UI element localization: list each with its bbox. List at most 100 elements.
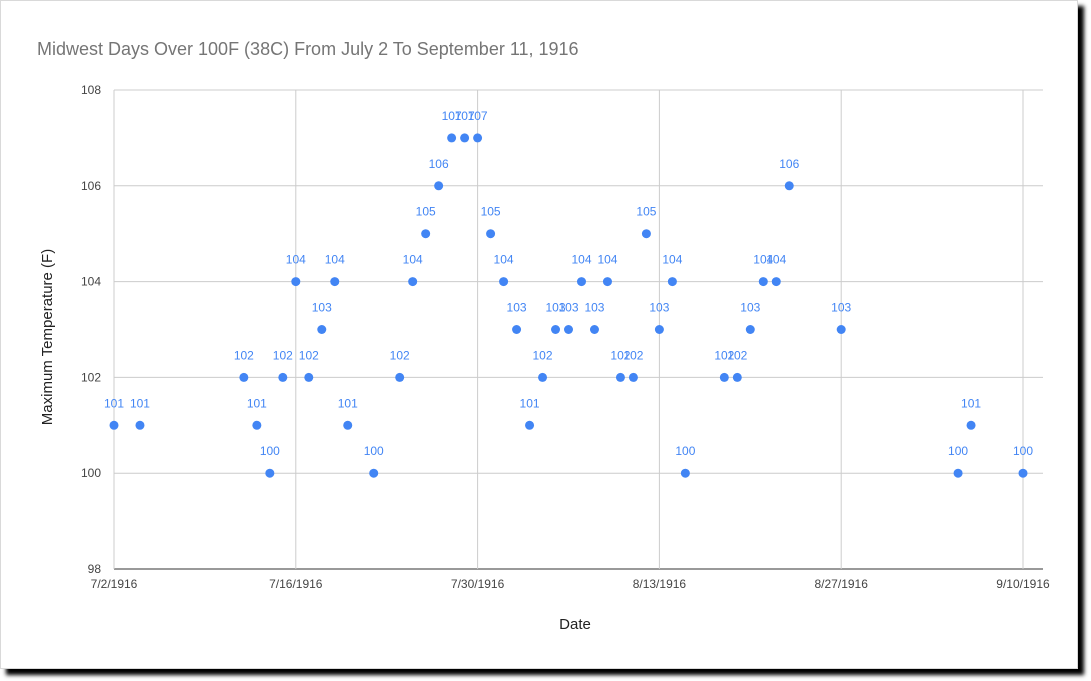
data-label: 106 (429, 157, 449, 171)
chart-card: Midwest Days Over 100F (38C) From July 2… (0, 0, 1078, 669)
data-label: 104 (286, 253, 306, 267)
data-label: 103 (584, 301, 604, 315)
data-point (667, 277, 677, 287)
data-label: 103 (312, 301, 332, 315)
data-point (330, 277, 340, 287)
data-label: 104 (597, 253, 617, 267)
y-tick-label: 100 (81, 466, 101, 480)
data-label: 105 (416, 205, 436, 219)
data-label: 104 (325, 253, 345, 267)
data-point (343, 420, 353, 430)
data-label: 102 (533, 348, 553, 362)
y-tick-label: 108 (81, 83, 101, 97)
data-point (538, 372, 548, 382)
data-label: 103 (545, 301, 565, 315)
data-label: 106 (779, 157, 799, 171)
data-point (1018, 468, 1028, 478)
data-label: 103 (740, 301, 760, 315)
x-axis-ticks: 7/2/1916 7/16/1916 7/30/1916 8/13/1916 8/27/… (91, 577, 1050, 591)
data-point (641, 229, 651, 239)
data-point (109, 420, 119, 430)
y-axis-ticks: 98 100 102 104 106 108 (81, 83, 101, 576)
data-point (434, 181, 444, 191)
data-label: 104 (662, 253, 682, 267)
data-label: 103 (507, 301, 527, 315)
data-point (836, 325, 846, 334)
data-label: 100 (948, 444, 968, 458)
data-point (369, 468, 379, 478)
x-tick-label: 8/13/1916 (633, 577, 687, 591)
data-points (109, 133, 1028, 478)
data-point (252, 420, 262, 430)
y-axis-title: Maximum Temperature (F) (39, 249, 56, 425)
data-label: 104 (766, 253, 786, 267)
data-point (525, 420, 535, 430)
x-tick-label: 7/2/1916 (91, 577, 138, 591)
data-label: 102 (623, 348, 643, 362)
y-tick-label: 98 (88, 562, 102, 576)
x-tick-label: 9/10/1916 (996, 577, 1050, 591)
y-tick-label: 104 (81, 275, 101, 289)
data-label: 103 (831, 301, 851, 315)
data-point (680, 468, 690, 478)
data-label: 103 (558, 301, 578, 315)
data-point (486, 229, 496, 239)
data-label: 107 (442, 109, 462, 123)
data-label: 100 (364, 444, 384, 458)
grid (113, 89, 1043, 570)
data-point (615, 372, 625, 382)
data-point (784, 181, 794, 191)
data-label: 103 (649, 301, 669, 315)
data-point (304, 372, 314, 382)
data-point (447, 133, 457, 143)
data-label: 104 (494, 253, 514, 267)
data-label: 102 (234, 348, 254, 362)
data-label: 104 (571, 253, 591, 267)
data-point (239, 372, 249, 382)
data-label: 105 (481, 205, 501, 219)
data-point (317, 325, 327, 334)
data-point (135, 420, 145, 430)
data-labels: 101 1011021011001021041021031041011001021… (104, 109, 1033, 458)
data-label: 101 (338, 396, 358, 410)
data-label: 104 (753, 253, 773, 267)
data-point (551, 325, 561, 334)
chart-title: Midwest Days Over 100F (38C) From July 2… (37, 39, 579, 59)
data-point (745, 325, 755, 334)
data-point (278, 372, 288, 382)
data-point (628, 372, 638, 382)
data-label: 107 (455, 109, 475, 123)
data-label: 102 (727, 348, 747, 362)
data-point (395, 372, 405, 382)
data-label: 102 (273, 348, 293, 362)
data-label: 107 (468, 109, 488, 123)
data-label: 102 (610, 348, 630, 362)
data-point (589, 325, 599, 334)
x-axis-title: Date (559, 616, 591, 633)
data-point (408, 277, 418, 287)
data-point (265, 468, 275, 478)
data-label: 100 (675, 444, 695, 458)
data-point (564, 325, 573, 334)
data-label: 101 (130, 396, 150, 410)
data-point (732, 372, 742, 382)
x-tick-label: 8/27/1916 (815, 577, 869, 591)
data-point (654, 325, 664, 334)
data-label: 100 (260, 444, 280, 458)
data-point (771, 277, 781, 287)
y-tick-label: 106 (81, 179, 101, 193)
data-point (473, 133, 483, 143)
data-point (499, 277, 509, 287)
data-point (758, 277, 768, 287)
data-label: 102 (299, 348, 319, 362)
y-tick-label: 102 (81, 370, 101, 384)
x-tick-label: 7/30/1916 (451, 577, 505, 591)
data-point (966, 420, 976, 430)
data-label: 105 (636, 205, 656, 219)
data-point (460, 133, 470, 143)
data-label: 100 (1013, 444, 1033, 458)
data-point (421, 229, 431, 239)
data-label: 101 (247, 396, 267, 410)
data-point (291, 277, 301, 287)
data-label: 102 (390, 348, 410, 362)
